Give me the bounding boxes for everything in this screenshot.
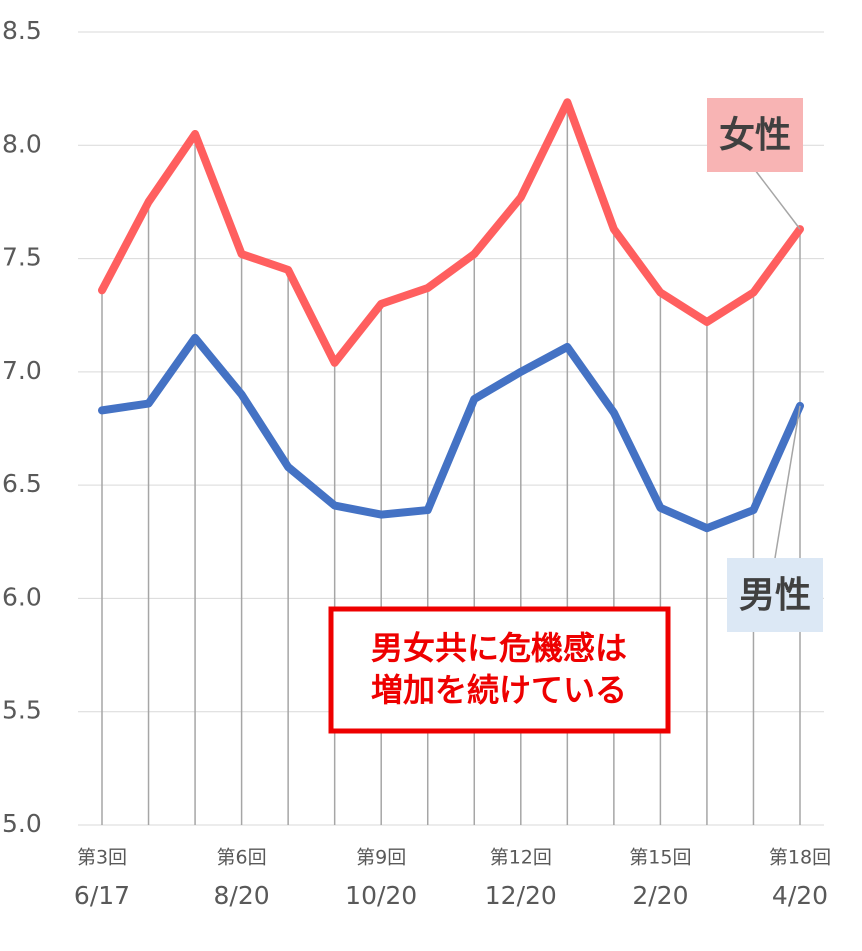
annotation: 増加を続けている [371, 671, 627, 709]
y-tick-label: 7.5 [2, 243, 42, 272]
y-tick-label: 8.0 [2, 129, 42, 158]
x-date-label: 10/20 [345, 881, 417, 910]
x-date-label: 8/20 [214, 881, 270, 910]
leader-line [774, 405, 801, 559]
x-date-label: 12/20 [485, 881, 557, 910]
x-tick-label: 第6回 [217, 847, 267, 869]
x-date-label: 6/17 [74, 881, 130, 910]
series-line [98, 333, 804, 533]
series-line [98, 98, 804, 367]
x-tick-label: 第18回 [769, 847, 831, 869]
legend-label: 女性 [719, 115, 791, 156]
x-tick-label: 第15回 [629, 847, 691, 869]
x-date-label: 4/20 [772, 881, 828, 910]
legend-label: 男性 [739, 575, 811, 616]
legend-box [727, 558, 823, 632]
annotation: 男女共に危機感は [371, 629, 627, 667]
x-tick-label: 第9回 [356, 847, 406, 869]
y-tick-label: 6.0 [2, 582, 42, 611]
leader-line [754, 169, 801, 230]
legend-box [707, 98, 803, 172]
y-tick-label: 5.5 [2, 696, 42, 725]
x-date-label: 2/20 [632, 881, 688, 910]
annotation-box [328, 606, 671, 734]
y-tick-label: 5.0 [2, 809, 42, 838]
x-tick-label: 第3回 [77, 847, 127, 869]
x-tick-label: 第12回 [490, 847, 552, 869]
y-tick-label: 7.0 [2, 356, 42, 385]
y-tick-label: 8.5 [2, 16, 42, 45]
y-tick-label: 6.5 [2, 469, 42, 498]
